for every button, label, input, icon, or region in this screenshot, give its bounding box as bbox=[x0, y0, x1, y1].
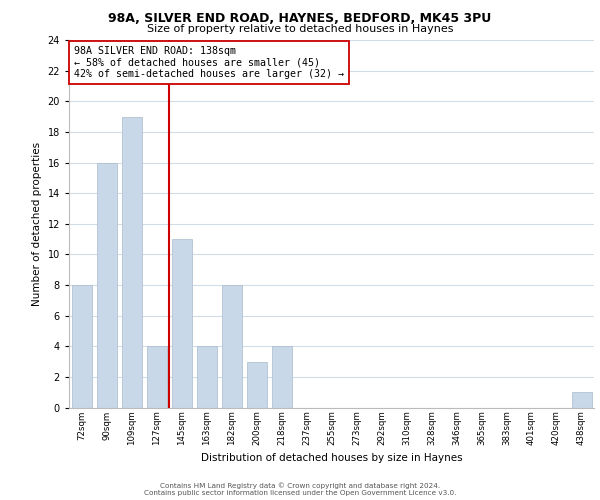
Y-axis label: Number of detached properties: Number of detached properties bbox=[32, 142, 42, 306]
Bar bbox=[146, 346, 167, 408]
Bar bbox=[271, 346, 292, 408]
Bar bbox=[97, 162, 116, 408]
X-axis label: Distribution of detached houses by size in Haynes: Distribution of detached houses by size … bbox=[200, 454, 463, 464]
Text: Size of property relative to detached houses in Haynes: Size of property relative to detached ho… bbox=[147, 24, 453, 34]
Bar bbox=[221, 285, 241, 408]
Bar bbox=[172, 239, 191, 408]
Text: Contains HM Land Registry data © Crown copyright and database right 2024.: Contains HM Land Registry data © Crown c… bbox=[160, 482, 440, 489]
Text: 98A SILVER END ROAD: 138sqm
← 58% of detached houses are smaller (45)
42% of sem: 98A SILVER END ROAD: 138sqm ← 58% of det… bbox=[74, 46, 344, 78]
Bar bbox=[247, 362, 266, 408]
Text: 98A, SILVER END ROAD, HAYNES, BEDFORD, MK45 3PU: 98A, SILVER END ROAD, HAYNES, BEDFORD, M… bbox=[109, 12, 491, 26]
Text: Contains public sector information licensed under the Open Government Licence v3: Contains public sector information licen… bbox=[144, 490, 456, 496]
Bar bbox=[197, 346, 217, 408]
Bar bbox=[121, 116, 142, 408]
Bar bbox=[71, 285, 91, 408]
Bar bbox=[571, 392, 592, 407]
